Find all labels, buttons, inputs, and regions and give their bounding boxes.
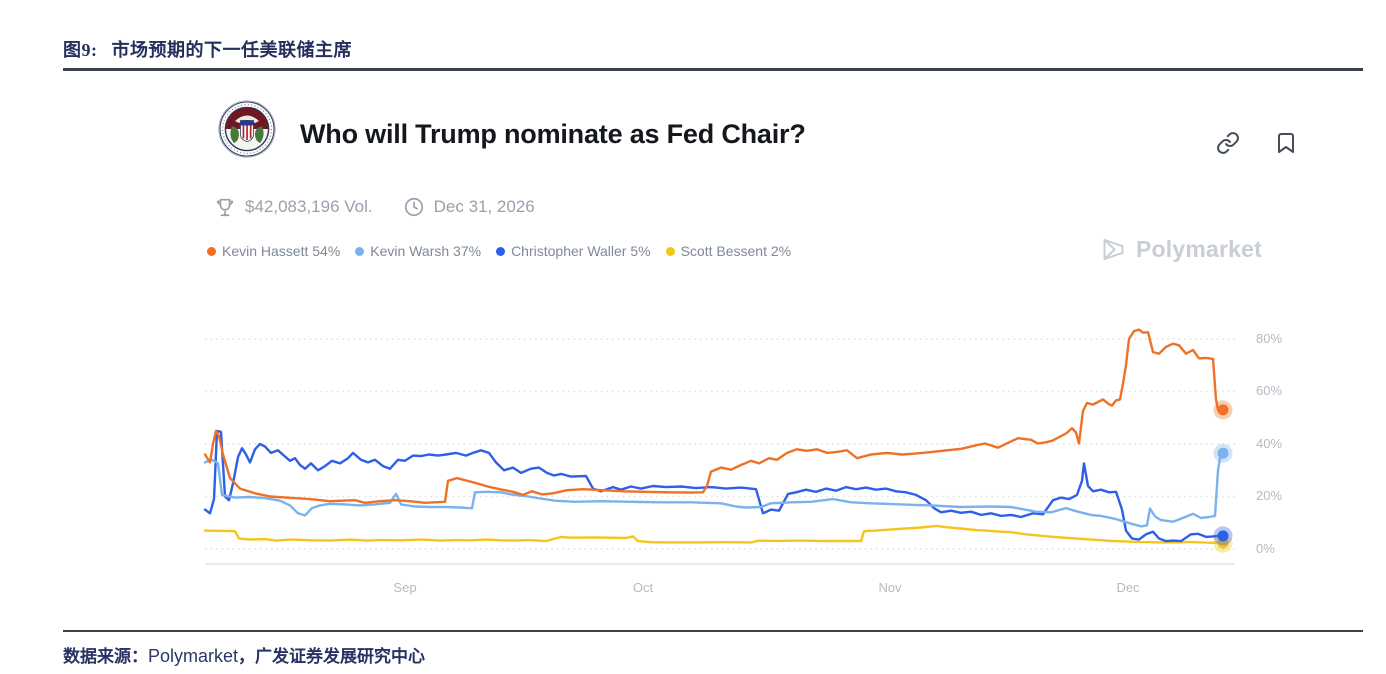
fed-seal-logo bbox=[218, 100, 276, 158]
polymarket-logo-icon bbox=[1103, 238, 1124, 261]
bookmark-icon[interactable] bbox=[1274, 131, 1298, 155]
legend-dot-warsh bbox=[355, 246, 365, 256]
legend-label: Christopher Waller 5% bbox=[511, 243, 651, 259]
legend-label: Scott Bessent 2% bbox=[680, 243, 792, 259]
source-divider bbox=[63, 630, 1363, 632]
data-source: 数据来源：Polymarket，广发证券发展研究中心 bbox=[63, 642, 425, 667]
end-date-text: Dec 31, 2026 bbox=[433, 197, 535, 216]
legend-dot-hassett bbox=[207, 246, 216, 256]
legend-item-warsh: Kevin Warsh 37% bbox=[355, 243, 481, 259]
market-question: Who will Trump nominate as Fed Chair? bbox=[300, 119, 806, 149]
caption-divider bbox=[63, 68, 1363, 71]
source-prefix: 数据来源： bbox=[63, 647, 148, 666]
legend-dot-waller bbox=[496, 246, 506, 256]
link-icon[interactable] bbox=[1216, 131, 1240, 155]
price-chart-svg bbox=[203, 328, 1235, 565]
legend-item-bessent: Scott Bessent 2% bbox=[665, 243, 792, 259]
figure-caption: 图9: 市场预期的下一任美联储主席 bbox=[63, 36, 352, 62]
market-meta: $42,083,196 Vol. Dec 31, 2026 bbox=[214, 196, 535, 218]
volume-text: $42,083,196 Vol. bbox=[245, 197, 373, 216]
trophy-icon bbox=[216, 198, 234, 217]
y-tick-20: 20% bbox=[1256, 488, 1283, 503]
y-tick-80: 80% bbox=[1256, 331, 1283, 346]
probability-chart[interactable] bbox=[203, 310, 1235, 566]
source-suffix: ，广发证券发展研究中心 bbox=[238, 647, 426, 666]
y-tick-40: 40% bbox=[1256, 436, 1283, 451]
figure-number: 图9: bbox=[63, 40, 98, 60]
clock-icon bbox=[404, 197, 423, 217]
legend-item-hassett: Kevin Hassett 54% bbox=[207, 243, 340, 259]
x-tick-oct: Oct bbox=[632, 580, 654, 595]
chart-legend: Kevin Hassett 54% Kevin Warsh 37% Christ… bbox=[207, 243, 791, 259]
y-tick-60: 60% bbox=[1256, 383, 1283, 398]
y-tick-0: 0% bbox=[1256, 541, 1275, 556]
legend-label: Kevin Hassett 54% bbox=[222, 243, 341, 259]
x-tick-sep: Sep bbox=[393, 580, 417, 595]
x-tick-dec: Dec bbox=[1116, 580, 1140, 595]
polymarket-watermark-text: Polymarket bbox=[1136, 236, 1263, 262]
x-tick-nov: Nov bbox=[878, 580, 902, 595]
legend-item-waller: Christopher Waller 5% bbox=[496, 243, 651, 259]
polymarket-watermark: Polymarket bbox=[1100, 236, 1262, 263]
legend-dot-bessent bbox=[665, 246, 675, 256]
legend-label: Kevin Warsh 37% bbox=[370, 243, 482, 259]
source-brand: Polymarket bbox=[148, 646, 239, 666]
figure-title: 市场预期的下一任美联储主席 bbox=[111, 40, 352, 60]
